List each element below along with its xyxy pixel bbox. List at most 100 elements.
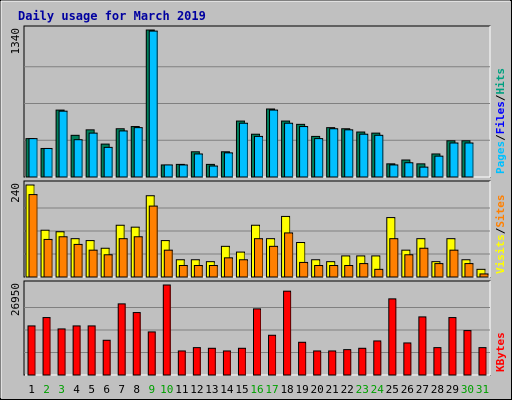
bar-kbytes-day-11	[177, 350, 186, 376]
bar-sites-day-12	[193, 265, 203, 278]
bar-sites-day-31	[479, 273, 489, 278]
bar-kbytes-day-8	[132, 312, 141, 376]
panel-kbf: 26950 KBytes	[9, 280, 507, 376]
bar-sites-day-17	[269, 245, 279, 278]
bar-sites-day-30	[464, 263, 474, 278]
bar-sites-day-19	[299, 261, 309, 278]
bar-sites-day-28	[434, 263, 444, 278]
bar-files-day-25	[389, 164, 399, 178]
bar-sites-day-15	[238, 259, 248, 278]
bar-kbytes-day-29	[448, 317, 457, 376]
x-tick-label-day-7: 7	[118, 383, 125, 396]
series-label-part: Hits	[494, 68, 507, 95]
bar-files-day-7	[118, 130, 128, 178]
x-tick-label-day-2: 2	[43, 383, 50, 396]
bar-kbytes-day-28	[433, 347, 442, 376]
bar-files-day-29	[449, 142, 459, 178]
bar-kbytes-day-31	[478, 347, 487, 376]
bar-sites-day-18	[284, 232, 294, 278]
bar-files-day-24	[374, 134, 384, 178]
x-tick-label-day-13: 13	[205, 383, 218, 396]
bar-files-day-18	[284, 122, 294, 178]
x-tick-label-day-15: 15	[235, 383, 248, 396]
bar-kbytes-day-21	[328, 350, 337, 376]
series-label-part: /	[494, 134, 507, 141]
bar-files-day-11	[178, 164, 188, 178]
x-tick-label-day-3: 3	[58, 383, 65, 396]
bar-sites-day-27	[419, 247, 429, 278]
bar-sites-day-7	[118, 238, 128, 278]
bar-sites-day-16	[254, 238, 263, 278]
series-label-part: Visits	[494, 234, 507, 274]
x-tick-label-day-26: 26	[401, 383, 414, 396]
x-tick-label-day-23: 23	[356, 383, 369, 396]
panel-series-label: Visits/Sites	[494, 195, 507, 275]
bar-sites-day-3	[58, 236, 68, 278]
series-kbytes	[27, 284, 487, 376]
series-sites	[28, 194, 489, 278]
bar-files-day-26	[404, 162, 414, 178]
bar-files-day-21	[329, 128, 339, 178]
bar-kbytes-day-13	[207, 347, 216, 376]
bar-kbytes-day-9	[147, 331, 156, 376]
series-label-part: KBytes	[494, 332, 507, 372]
x-tick-label-day-14: 14	[220, 383, 234, 396]
panel-sites_kbout_visits: 240 Visits/Sites	[9, 180, 507, 278]
bar-kbytes-day-3	[57, 328, 66, 376]
bar-sites-day-6	[103, 254, 113, 278]
bar-sites-day-11	[178, 265, 188, 278]
series-label-part: Sites	[494, 195, 507, 228]
bar-sites-day-10	[163, 249, 173, 278]
x-tick-label-day-17: 17	[265, 383, 278, 396]
bar-files-day-30	[464, 142, 474, 178]
series-files	[28, 30, 474, 178]
bar-files-day-9	[148, 30, 158, 178]
bar-kbytes-day-15	[237, 347, 246, 376]
panel-series-label: Pages/Files/Hits	[494, 68, 507, 174]
bar-sites-day-9	[148, 205, 158, 278]
x-tick-label-day-9: 9	[148, 383, 155, 396]
bar-files-day-4	[73, 139, 83, 178]
bar-sites-day-5	[88, 249, 98, 278]
bar-kbytes-day-17	[268, 334, 277, 376]
bar-kbytes-day-18	[283, 290, 292, 376]
y-max-label: 1340	[9, 28, 22, 55]
x-tick-label-day-29: 29	[446, 383, 459, 396]
bar-files-day-19	[299, 126, 309, 178]
y-max-label: 26950	[9, 283, 22, 316]
bar-files-day-2	[43, 147, 53, 178]
bar-kbytes-day-1	[27, 325, 36, 376]
bar-sites-day-1	[28, 194, 38, 278]
bar-files-day-3	[58, 110, 68, 178]
bar-kbytes-day-25	[388, 298, 397, 376]
x-tick-label-day-24: 24	[371, 383, 385, 396]
bar-sites-day-24	[374, 268, 384, 278]
bar-sites-day-8	[133, 236, 143, 278]
bar-files-day-6	[103, 146, 113, 178]
bar-sites-day-13	[208, 265, 218, 278]
bar-kbytes-day-16	[253, 308, 261, 376]
x-tick-label-day-25: 25	[386, 383, 399, 396]
x-tick-label-day-11: 11	[175, 383, 188, 396]
bar-files-day-22	[344, 129, 354, 178]
bar-files-day-28	[434, 155, 444, 178]
bar-kbytes-day-14	[222, 350, 231, 376]
x-tick-label-day-16: 16	[250, 383, 263, 396]
x-tick-label-day-10: 10	[160, 383, 173, 396]
bar-kbytes-day-26	[403, 342, 412, 376]
x-tick-label-day-31: 31	[476, 383, 489, 396]
bar-sites-day-2	[43, 238, 53, 278]
x-tick-label-day-1: 1	[28, 383, 35, 396]
x-tick-label-day-18: 18	[280, 383, 293, 396]
chart-title: Daily usage for March 2019	[18, 9, 206, 23]
bar-files-day-27	[419, 166, 429, 178]
bar-sites-day-22	[344, 265, 354, 278]
bar-files-day-1	[28, 138, 38, 178]
x-tick-label-day-12: 12	[190, 383, 203, 396]
bar-sites-day-21	[329, 265, 339, 278]
bar-files-day-16	[254, 135, 263, 178]
x-tick-label-day-19: 19	[295, 383, 308, 396]
series-label-part: Pages	[494, 141, 507, 174]
bar-kbytes-day-6	[102, 339, 111, 376]
